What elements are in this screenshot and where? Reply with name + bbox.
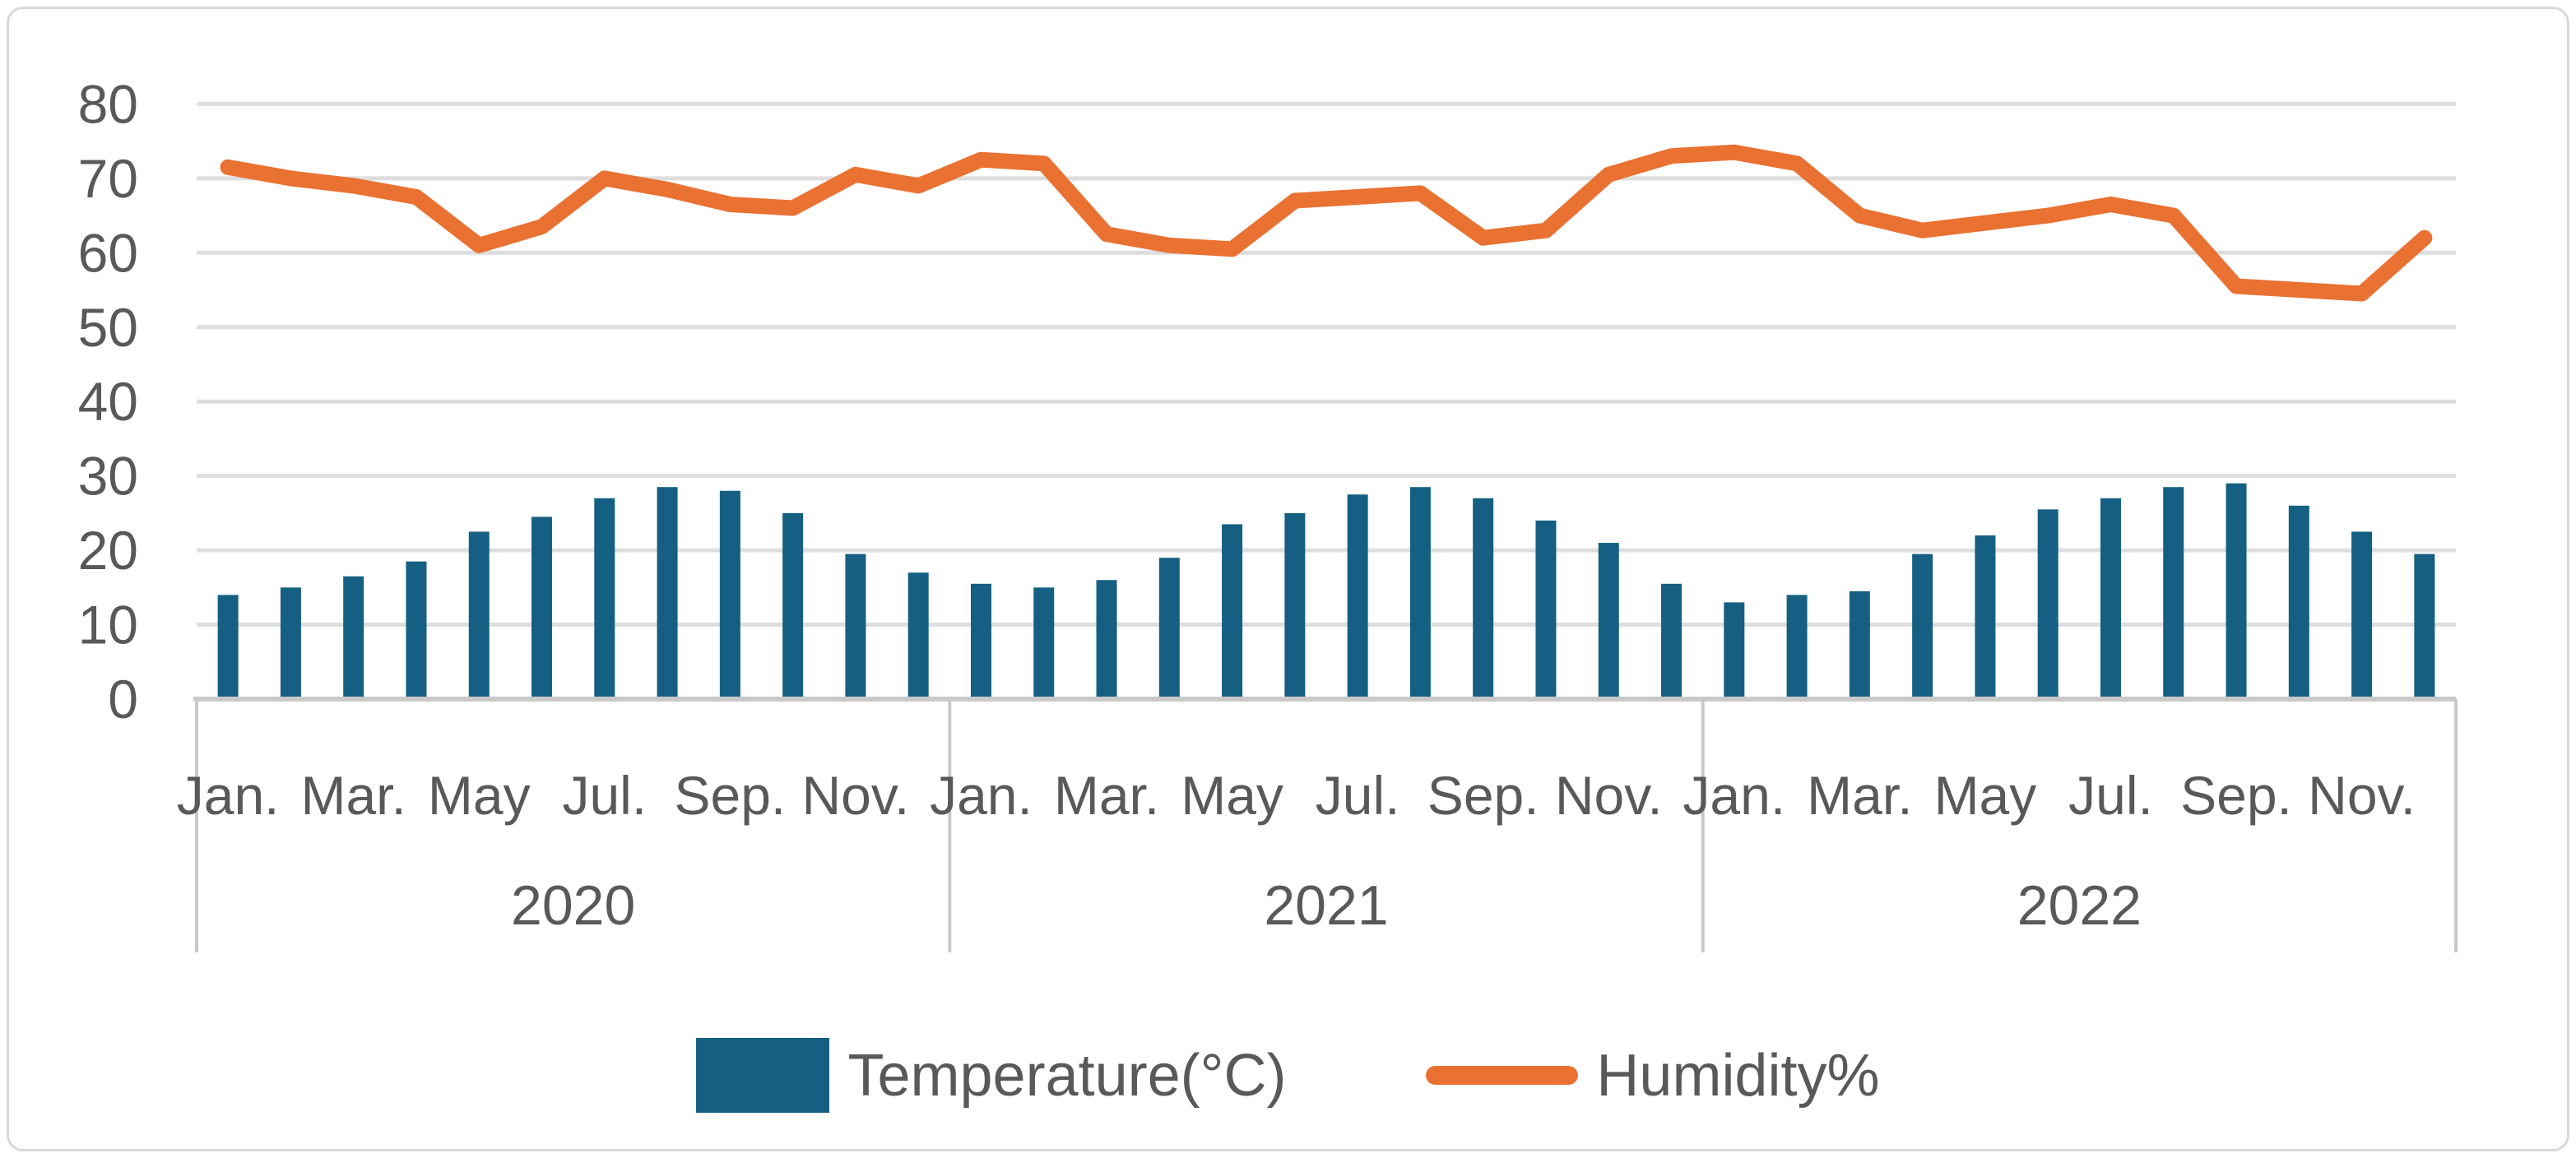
temperature-bar <box>280 587 301 699</box>
temperature-bar <box>1473 498 1494 699</box>
temperature-bar <box>2414 554 2435 699</box>
temperature-bar <box>782 512 804 699</box>
temperature-bar <box>1912 554 1933 699</box>
y-tick-label: 20 <box>78 520 138 581</box>
month-tick-label: Sep. <box>674 765 786 826</box>
temperature-bar <box>1786 595 1808 699</box>
month-tick-label: Jul. <box>562 765 647 826</box>
temperature-bar <box>1284 512 1306 699</box>
month-tick-label: May <box>1181 765 1283 826</box>
year-label: 2021 <box>1264 874 1388 937</box>
temperature-bar <box>1158 558 1180 699</box>
y-tick-label: 50 <box>78 297 138 358</box>
chart-legend: Temperature(°C) Humidity% <box>0 1038 2576 1113</box>
month-tick-label: Sep. <box>1427 765 1539 826</box>
legend-item-humidity: Humidity% <box>1426 1042 1880 1109</box>
temperature-bar <box>719 490 740 699</box>
month-tick-label: Mar. <box>1054 765 1159 826</box>
y-tick-label: 60 <box>78 222 138 283</box>
month-tick-label: Jan. <box>177 765 280 826</box>
temperature-bar <box>1096 580 1117 699</box>
temperature-bar <box>657 487 678 699</box>
month-tick-label: Nov. <box>2308 765 2416 826</box>
month-tick-label: Mar. <box>301 765 406 826</box>
humidity-legend-label: Humidity% <box>1596 1042 1880 1109</box>
temperature-bar <box>1347 494 1368 699</box>
temperature-bar <box>217 595 239 699</box>
y-tick-label: 0 <box>108 669 138 730</box>
temperature-bar <box>970 583 991 699</box>
year-label: 2020 <box>511 874 635 937</box>
y-tick-label: 40 <box>78 371 138 432</box>
temperature-bar <box>1535 520 1557 699</box>
temperature-bar <box>2163 487 2184 699</box>
humidity-line <box>220 144 2433 302</box>
temperature-bar <box>2100 498 2121 699</box>
legend-item-temperature: Temperature(°C) <box>696 1038 1286 1113</box>
month-tick-label: Jan. <box>1683 765 1785 826</box>
y-tick-label: 10 <box>78 595 138 655</box>
temperature-bar <box>1849 591 1870 699</box>
month-tick-label: May <box>428 765 531 826</box>
temperature-bar <box>2351 531 2373 699</box>
temperature-bar <box>907 572 929 699</box>
temperature-bar <box>1033 587 1055 699</box>
y-tick-label: 80 <box>78 73 138 134</box>
temperature-bar <box>406 561 427 699</box>
month-tick-label: Jul. <box>2068 765 2153 826</box>
temperature-bar <box>1661 583 1683 699</box>
y-tick-label: 70 <box>78 148 138 209</box>
temperature-bar <box>1222 524 1243 699</box>
month-tick-label: Sep. <box>2180 765 2292 826</box>
y-tick-label: 30 <box>78 446 138 507</box>
temperature-bar <box>594 498 615 699</box>
temperature-bar <box>468 531 490 699</box>
temperature-bar <box>1409 487 1431 699</box>
month-tick-label: May <box>1934 765 2037 826</box>
month-tick-label: Nov. <box>802 765 910 826</box>
temperature-bar <box>1724 602 1745 699</box>
year-label: 2022 <box>2017 874 2142 937</box>
temperature-bar <box>845 554 866 699</box>
temperature-bar <box>2037 509 2058 699</box>
temperature-legend-swatch <box>696 1038 830 1113</box>
month-tick-label: Nov. <box>1555 765 1663 826</box>
temperature-bar <box>1975 535 1996 699</box>
month-tick-label: Mar. <box>1807 765 1912 826</box>
temperature-bar <box>1598 543 1619 699</box>
temperature-bar <box>2226 483 2247 699</box>
humidity-legend-swatch <box>1426 1066 1579 1085</box>
month-tick-label: Jan. <box>930 765 1033 826</box>
month-tick-label: Jul. <box>1316 765 1400 826</box>
temperature-bar <box>343 576 364 699</box>
temperature-bar <box>2288 505 2309 699</box>
temperature-bar <box>531 516 553 699</box>
temperature-legend-label: Temperature(°C) <box>847 1042 1287 1109</box>
